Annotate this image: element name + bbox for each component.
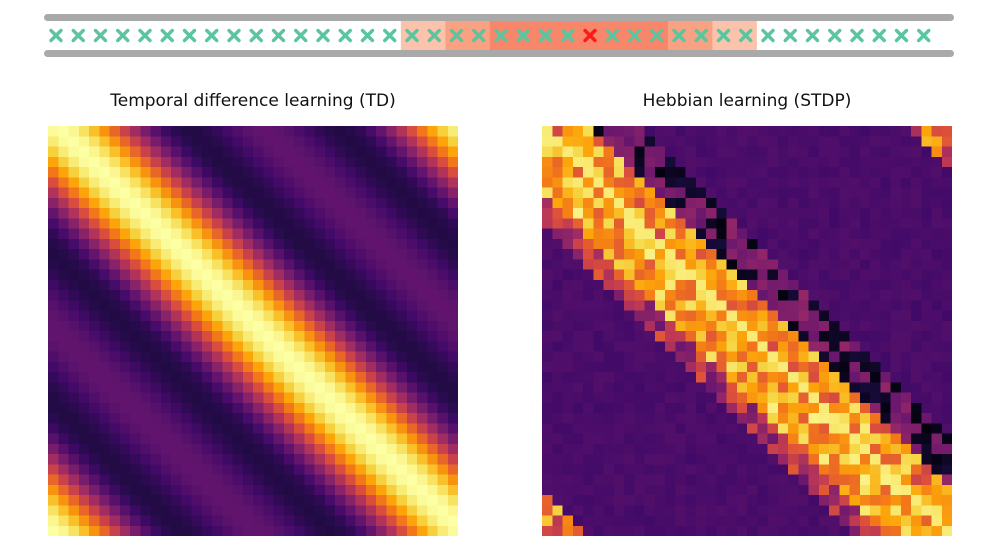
state-marker — [672, 28, 686, 43]
state-marker — [449, 28, 464, 43]
state-marker — [405, 28, 419, 43]
state-marker — [294, 28, 308, 43]
state-marker — [627, 28, 642, 43]
state-marker — [249, 28, 263, 43]
state-marker — [805, 28, 820, 43]
td-heatmap — [48, 126, 458, 536]
state-marker — [605, 28, 619, 43]
state-marker — [93, 28, 108, 43]
state-marker — [383, 28, 397, 43]
state-marker — [360, 28, 375, 43]
state-marker — [71, 28, 85, 43]
state-marker — [227, 28, 241, 43]
state-marker — [316, 28, 330, 43]
state-marker — [494, 28, 508, 43]
state-marker — [872, 28, 886, 43]
highlight-bands — [400, 21, 757, 50]
state-marker — [160, 28, 174, 43]
state-marker — [538, 28, 553, 43]
state-marker — [739, 28, 753, 43]
state-marker — [138, 28, 152, 43]
state-marker — [205, 28, 219, 43]
state-marker — [850, 28, 864, 43]
state-marker — [761, 28, 775, 43]
bottom-rail — [44, 50, 954, 57]
top-rail — [44, 14, 954, 21]
state-marker — [716, 28, 731, 43]
stdp-heatmap — [542, 126, 952, 536]
state-marker — [561, 28, 575, 43]
state-marker — [894, 28, 909, 43]
state-marker — [694, 28, 708, 43]
position-track — [44, 14, 954, 57]
state-marker — [650, 28, 664, 43]
state-marker — [828, 28, 842, 43]
state-marker — [338, 28, 352, 43]
stdp-title: Hebbian learning (STDP) — [642, 91, 852, 111]
state-marker — [783, 28, 797, 43]
td-title: Temporal difference learning (TD) — [110, 91, 396, 111]
state-marker — [427, 28, 441, 43]
state-marker — [472, 28, 486, 43]
state-marker — [116, 28, 130, 43]
state-marker — [516, 28, 530, 43]
highlight-band-2 — [489, 21, 668, 50]
state-marker — [271, 28, 286, 43]
state-marker — [49, 28, 63, 43]
state-marker — [182, 28, 197, 43]
current-state-marker — [583, 28, 597, 43]
state-marker — [917, 28, 931, 43]
state-markers — [49, 28, 931, 43]
